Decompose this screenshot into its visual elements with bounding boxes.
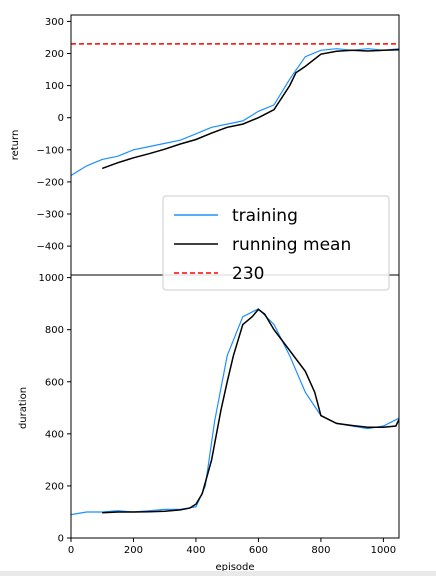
x-tick-label: 400 [186, 545, 205, 556]
y-tick-label: 100 [45, 81, 64, 92]
legend-label-training: training [232, 206, 298, 226]
x-tick-label: 1000 [371, 545, 396, 556]
y-tick-label: 200 [45, 481, 64, 492]
bottom-y-ticks: 0 200 400 600 800 1000 [39, 273, 71, 545]
bottom-x-axis-label: episode [215, 562, 254, 573]
y-tick-label: 0 [58, 534, 64, 545]
x-tick-label: 600 [249, 545, 268, 556]
x-tick-label: 800 [311, 545, 330, 556]
y-tick-label: 200 [45, 49, 64, 60]
y-tick-label: −100 [37, 145, 64, 156]
top-series-group [71, 43, 399, 177]
bottom-series-group [71, 308, 399, 516]
y-tick-label: 0 [58, 113, 64, 124]
series-line-running-mean [102, 308, 399, 514]
y-tick-label: −300 [37, 210, 64, 221]
y-tick-label: 600 [45, 377, 64, 388]
legend-box [162, 195, 390, 291]
series-line-training [71, 48, 399, 177]
y-tick-label: −200 [37, 177, 64, 188]
legend-label-230: 230 [232, 264, 264, 284]
top-y-ticks: −400 −300 −200 −100 0 100 200 300 [37, 17, 71, 253]
y-tick-label: −400 [37, 242, 64, 253]
bottom-plot-area [71, 275, 399, 538]
window-bottom-strip [0, 571, 436, 576]
y-tick-label: 800 [45, 325, 64, 336]
y-tick-label: 300 [45, 17, 64, 28]
x-tick-label: 200 [124, 545, 143, 556]
bottom-x-ticks: 0 200 400 600 800 1000 [68, 538, 396, 556]
top-y-axis-label: return [10, 130, 21, 161]
x-tick-label: 0 [68, 545, 74, 556]
bottom-y-axis-label: duration [18, 387, 29, 429]
legend-label-running-mean: running mean [232, 235, 351, 255]
series-line-running-mean [101, 48, 399, 170]
y-tick-label: 1000 [39, 273, 64, 284]
y-tick-label: 400 [45, 429, 64, 440]
legend: training running mean 230 [162, 195, 390, 291]
bottom-panel-duration: 0 200 400 600 800 1000 0 200 400 600 800 1000 dura… [18, 273, 400, 573]
